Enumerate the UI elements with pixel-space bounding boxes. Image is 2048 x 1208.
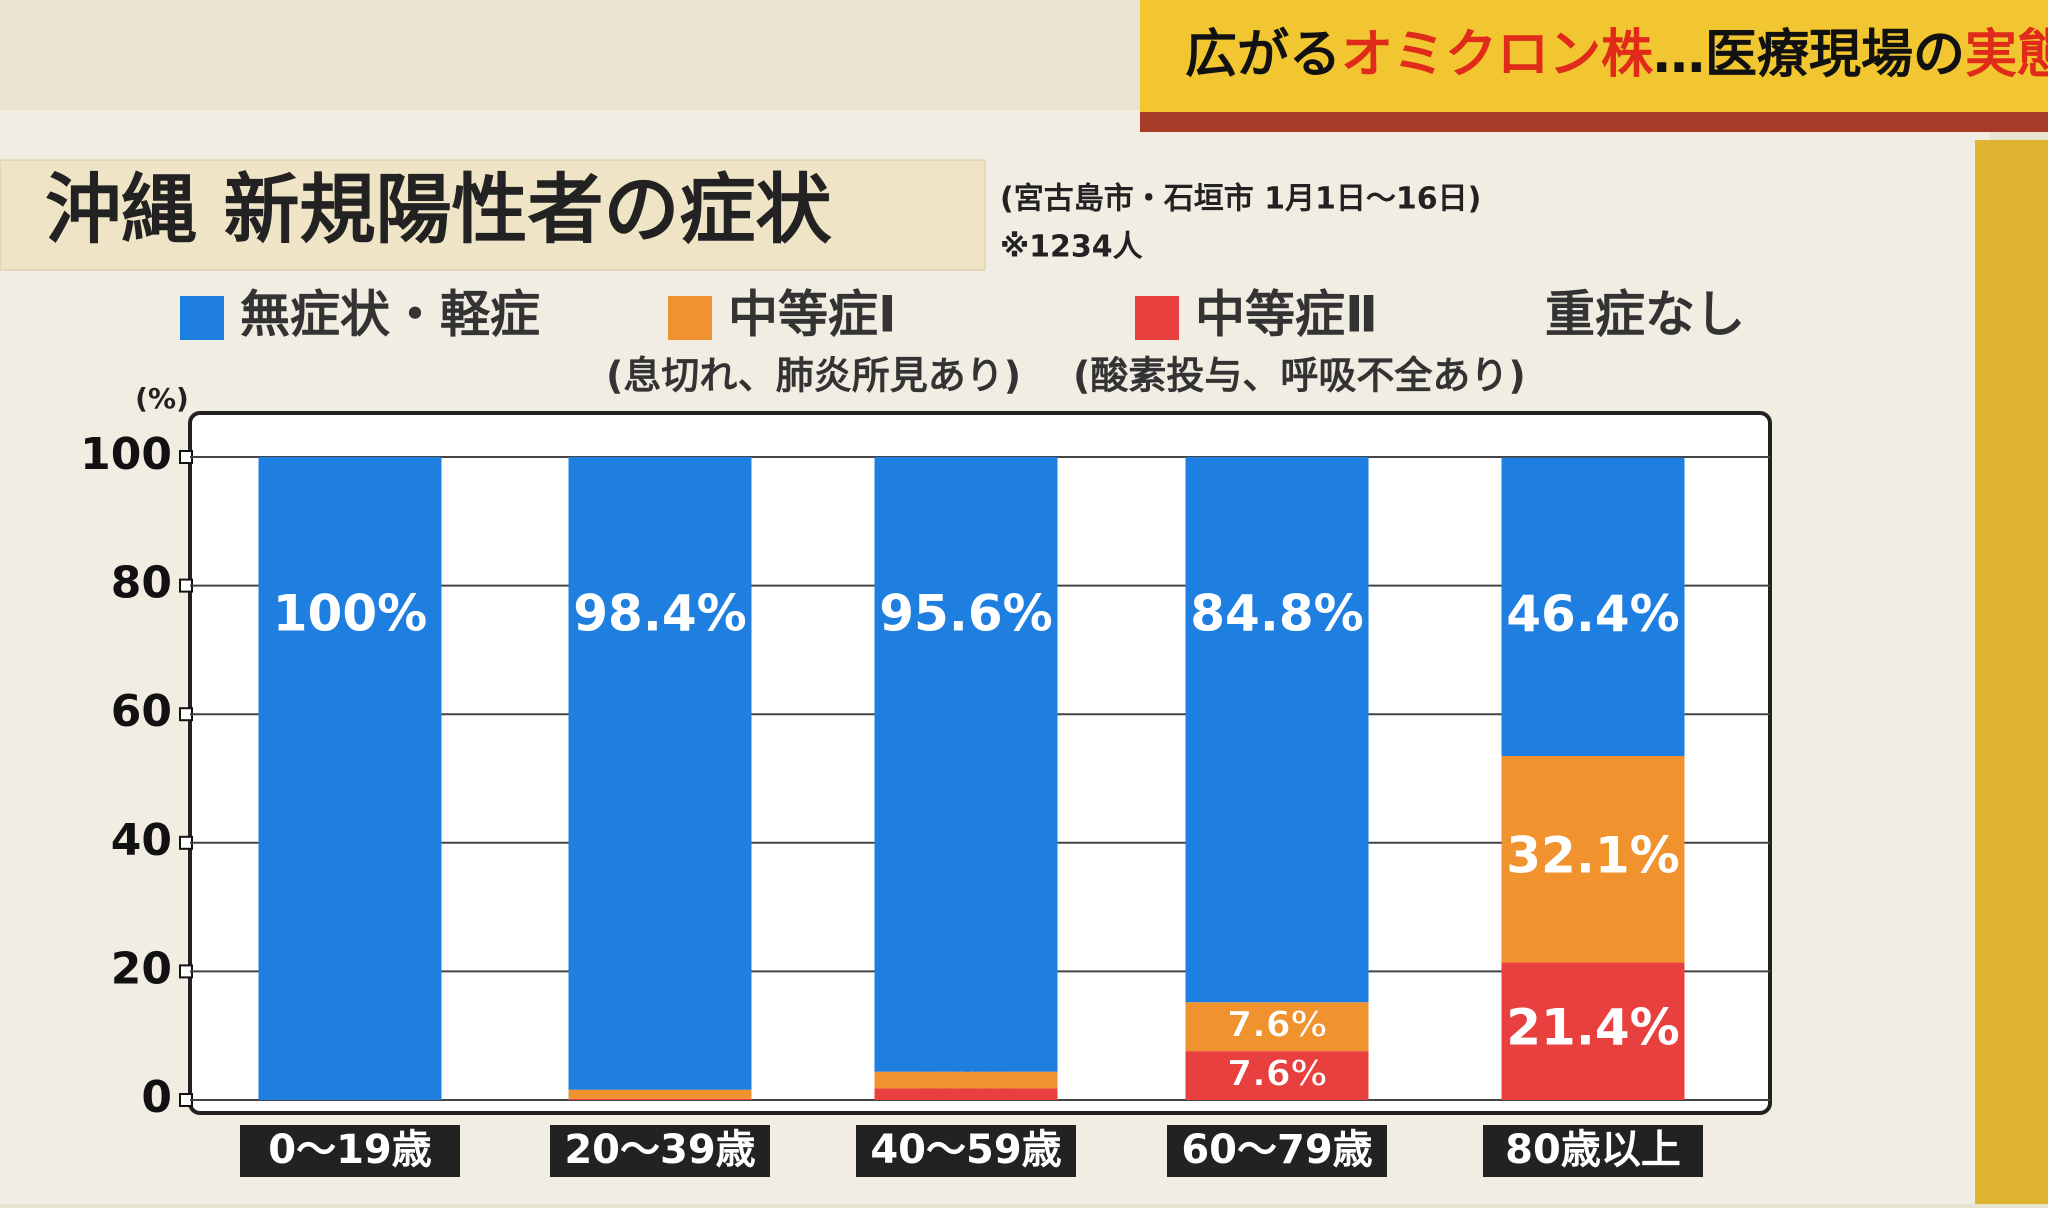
category-box: [240, 1125, 460, 1177]
bar-segment: [568, 457, 752, 1090]
bar-segment: [568, 1098, 752, 1100]
extra-legend: 重症なし: [1545, 286, 1745, 344]
category-box: [550, 1125, 770, 1177]
value-label: 32.1%: [1506, 827, 1679, 885]
bar-segment: [1185, 1051, 1369, 1100]
legend-label: 無症状・軽症: [240, 286, 540, 344]
bar-segment: [874, 1071, 1058, 1089]
category-box: [856, 1125, 1076, 1177]
bar-segment: [874, 457, 1058, 1072]
bar-segment: [1185, 457, 1369, 1003]
legend-label: 中等症Ⅱ: [1195, 286, 1378, 344]
y-tick-label: 60: [111, 686, 172, 737]
x-tick-label: 60〜79歳: [1181, 1127, 1372, 1173]
x-tick-label: 80歳以上: [1505, 1127, 1681, 1173]
legend-label: 中等症Ⅰ: [728, 286, 897, 344]
x-tick-label: 20〜39歳: [564, 1127, 755, 1173]
value-label: 46.4%: [1506, 585, 1679, 643]
bar-segment: [1501, 755, 1685, 963]
y-tick-label: 0: [141, 1072, 172, 1123]
x-tick-label: 0〜19歳: [268, 1127, 432, 1173]
bar-segment: [1501, 962, 1685, 1100]
value-label: 100%: [273, 585, 427, 643]
category-box: [1167, 1125, 1387, 1177]
banner-text: 広がるオミクロン株…医療現場の実態: [1185, 25, 2048, 85]
value-label: 98.4%: [573, 585, 746, 643]
legend-swatch: [1135, 296, 1179, 340]
y-tick-label: 40: [111, 815, 172, 866]
value-label: 95.6%: [879, 585, 1052, 643]
banner-edge: [1140, 112, 2048, 132]
banner-bg: [1140, 0, 2048, 125]
bar-segment: [874, 1088, 1058, 1100]
decor-strip: [1975, 140, 2048, 1204]
title-box: [0, 159, 986, 271]
bar-segment: [258, 457, 442, 1100]
y-tick-label: 80: [111, 558, 172, 609]
value-label: 7.6%: [1227, 1054, 1327, 1095]
note: ※1234人: [1000, 230, 1143, 265]
bar-segment: [1185, 1002, 1369, 1052]
subtitle: (宮古島市・石垣市 1月1日〜16日): [1000, 182, 1481, 217]
legend-swatch: [668, 296, 712, 340]
y-tick-label: 20: [111, 943, 172, 994]
value-label: 84.8%: [1190, 585, 1363, 643]
value-label: 21.4%: [1506, 999, 1679, 1057]
chart-title: 沖縄 新規陽性者の症状: [45, 165, 832, 254]
legend-description: (酸素投与、呼吸不全あり): [1073, 354, 1526, 398]
bar-segment: [1501, 457, 1685, 756]
y-axis-label: (%): [135, 382, 189, 415]
y-tick-label: 100: [80, 429, 172, 480]
x-tick-label: 40〜59歳: [870, 1127, 1061, 1173]
value-label: 7.6%: [1227, 1005, 1327, 1046]
category-box: [1483, 1125, 1703, 1177]
legend-swatch: [180, 296, 224, 340]
legend-description: (息切れ、肺炎所見あり): [606, 354, 1021, 398]
bar-segment: [568, 1089, 752, 1099]
